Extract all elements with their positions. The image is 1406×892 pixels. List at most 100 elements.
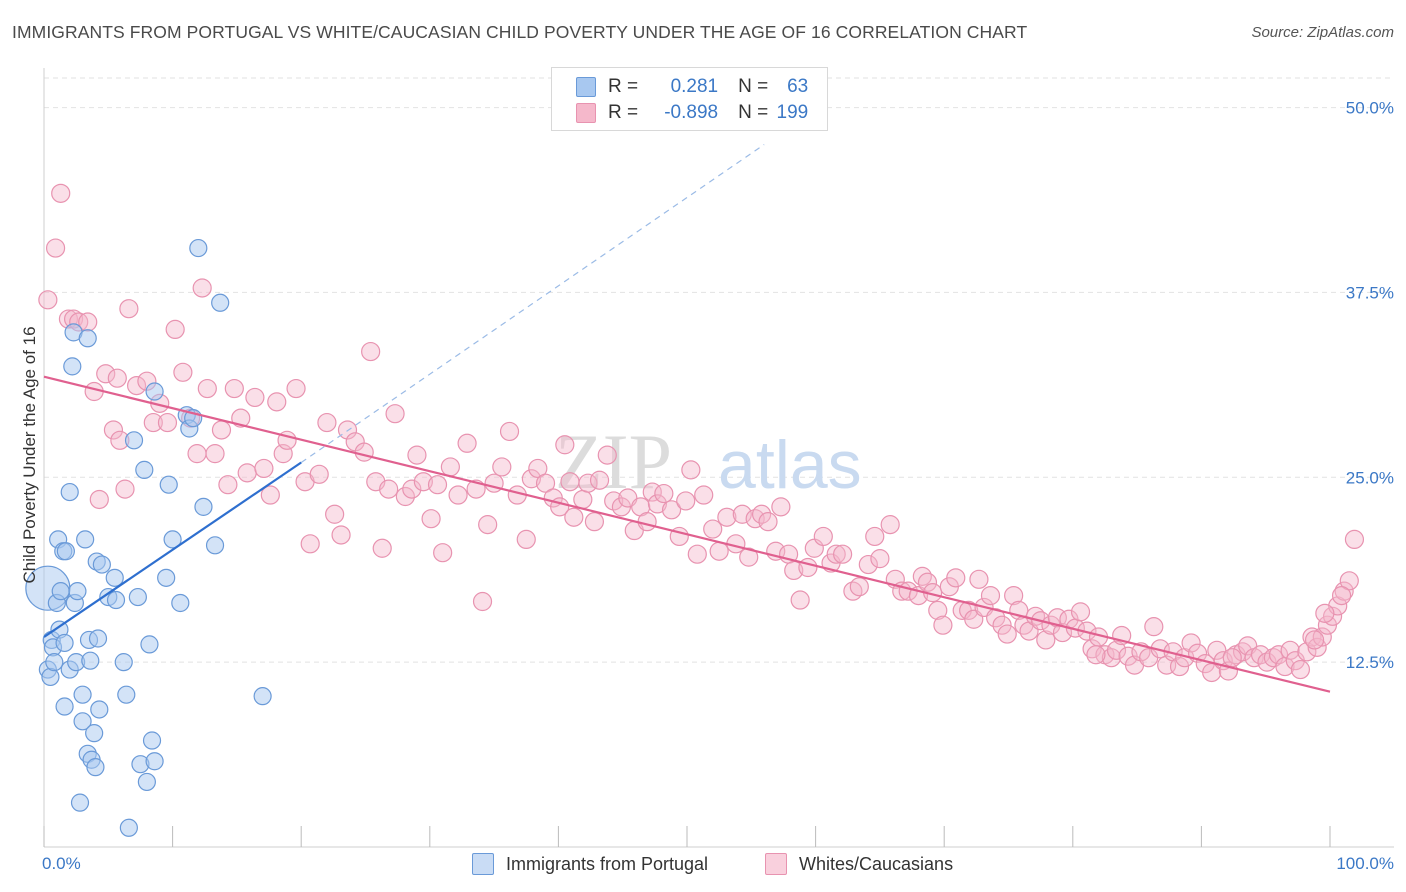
scatter-point-whites bbox=[157, 412, 178, 433]
scatter-point-whites bbox=[286, 378, 306, 399]
scatter-point-whites bbox=[928, 600, 948, 620]
scatter-point-whites bbox=[870, 549, 890, 569]
scatter-point-portugal bbox=[137, 772, 156, 792]
legend-r-value: 0.281 bbox=[670, 76, 719, 97]
scatter-point-whites bbox=[833, 544, 853, 564]
scatter-point-whites bbox=[933, 615, 953, 635]
scatter-point-whites bbox=[739, 547, 759, 567]
correlation-legend: R = 0.281 N = 63 R = -0.898 N = 199 bbox=[551, 67, 828, 131]
scatter-point-whites bbox=[245, 387, 265, 408]
y-tick-label: 50.0% bbox=[1346, 99, 1394, 118]
trend-lines bbox=[43, 144, 1331, 693]
scatter-point-whites bbox=[564, 507, 584, 527]
scatter-point-whites bbox=[1344, 529, 1365, 550]
scatter-point-whites bbox=[165, 319, 185, 340]
scatter-point-portugal bbox=[85, 724, 104, 743]
scatter-point-whites bbox=[499, 421, 520, 442]
scatter-point-whites bbox=[192, 278, 212, 298]
watermark-atlas: atlas bbox=[718, 427, 862, 503]
scatter-point-whites bbox=[597, 445, 617, 465]
scatter-point-whites bbox=[325, 504, 345, 524]
scatter-point-whites bbox=[969, 569, 989, 589]
source-credit: Source: ZipAtlas.com bbox=[1251, 24, 1394, 41]
scatter-point-whites bbox=[584, 512, 605, 532]
scatter-point-whites bbox=[959, 600, 979, 620]
scatter-point-whites bbox=[421, 509, 441, 529]
scatter-point-whites bbox=[51, 183, 71, 203]
scatter-point-portugal bbox=[114, 653, 133, 672]
scatter-point-portugal bbox=[88, 629, 108, 648]
scatter-point-whites bbox=[912, 566, 932, 586]
scatter-point-portugal bbox=[140, 635, 159, 654]
scatter-point-whites bbox=[317, 412, 337, 433]
scatter-point-portugal bbox=[86, 758, 105, 777]
y-tick-label: 25.0% bbox=[1346, 468, 1394, 487]
scatter-point-whites bbox=[681, 460, 701, 480]
scatter-point-portugal bbox=[128, 587, 147, 607]
scatter-point-whites bbox=[1004, 585, 1024, 606]
scatter-point-portugal bbox=[78, 329, 97, 348]
scatter-point-portugal bbox=[73, 685, 92, 704]
scatter-point-portugal bbox=[159, 475, 178, 494]
scatter-point-portugal bbox=[90, 700, 109, 719]
scatter-point-whites bbox=[676, 491, 696, 511]
x-tick-label: 100.0% bbox=[1336, 854, 1394, 873]
scatter-point-whites bbox=[309, 464, 329, 484]
scatter-point-portugal bbox=[55, 697, 74, 716]
scatter-point-whites bbox=[717, 507, 737, 527]
scatter-point-whites bbox=[300, 534, 320, 554]
scatter-point-whites bbox=[331, 525, 351, 545]
legend-n-label: N = bbox=[738, 102, 769, 123]
scatter-point-whites bbox=[433, 543, 453, 563]
scatter-point-whites bbox=[1312, 627, 1332, 647]
scatter-point-whites bbox=[997, 624, 1017, 644]
scatter-point-whites bbox=[187, 444, 207, 464]
scatter-point-whites bbox=[555, 435, 575, 455]
scatter-point-whites bbox=[260, 485, 280, 505]
x-tick-label: 0.0% bbox=[42, 854, 81, 873]
scatter-point-whites bbox=[535, 473, 556, 493]
scatter-point-whites bbox=[1106, 640, 1127, 660]
scatter-point-whites bbox=[115, 479, 135, 499]
scatter-point-whites bbox=[647, 494, 668, 514]
scatter-point-whites bbox=[573, 489, 593, 510]
scatter-point-portugal bbox=[63, 357, 82, 376]
bottom-swatch-blue bbox=[472, 853, 494, 875]
tick-labels: 12.5% 25.0% 37.5% 50.0% 0.0% 100.0% bbox=[42, 99, 1394, 873]
bottom-legend-label: Whites/Caucasians bbox=[799, 853, 954, 874]
scatter-point-whites bbox=[980, 585, 1001, 606]
bottom-legend-whites: Whites/Caucasians bbox=[765, 851, 953, 877]
scatter-point-whites bbox=[1036, 630, 1056, 650]
scatter-point-portugal bbox=[163, 530, 182, 549]
legend-row-whites: R = -0.898 N = 199 bbox=[576, 101, 808, 125]
legend-n-label: N = bbox=[738, 76, 769, 97]
scatter-point-portugal bbox=[145, 752, 164, 771]
scatter-point-whites bbox=[237, 463, 257, 483]
scatter-point-whites bbox=[1315, 603, 1335, 623]
scatter-point-whites bbox=[709, 541, 729, 561]
scatter-point-whites bbox=[173, 362, 193, 382]
scatter-point-whites bbox=[880, 515, 900, 535]
scatter-point-whites bbox=[45, 238, 66, 258]
scatter-point-portugal bbox=[92, 555, 111, 574]
scatter-point-whites bbox=[1290, 659, 1311, 680]
chart-title: IMMIGRANTS FROM PORTUGAL VS WHITE/CAUCAS… bbox=[12, 22, 1028, 42]
scatter-point-whites bbox=[637, 512, 657, 532]
scatter-point-whites bbox=[89, 489, 109, 510]
scatter-point-whites bbox=[687, 544, 707, 564]
legend-n-value: 199 bbox=[776, 102, 809, 123]
scatter-point-whites bbox=[1331, 585, 1352, 606]
scatter-point-whites bbox=[604, 491, 624, 511]
scatter-point-whites bbox=[395, 486, 415, 507]
trend-line-portugal-extension bbox=[300, 144, 765, 463]
scatter-point-whites bbox=[205, 444, 225, 464]
scatter-point-whites bbox=[440, 457, 460, 477]
scatter-point-whites bbox=[790, 590, 810, 610]
scatter-point-whites bbox=[560, 472, 580, 492]
scatter-point-whites bbox=[521, 469, 541, 489]
scatter-point-whites bbox=[1169, 656, 1190, 677]
scatter-point-whites bbox=[472, 591, 493, 612]
scatter-point-whites bbox=[427, 475, 448, 495]
axes bbox=[43, 68, 1394, 848]
